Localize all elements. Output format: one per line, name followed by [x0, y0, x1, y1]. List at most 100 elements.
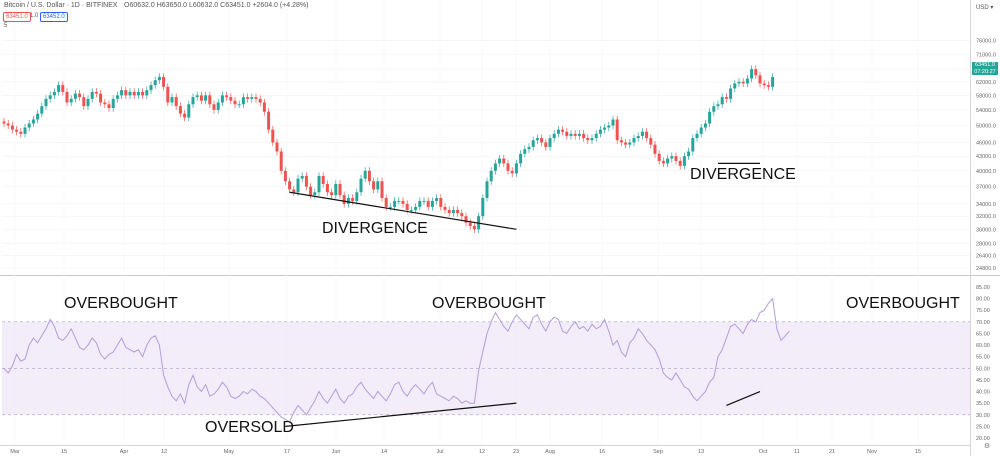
- time-tick-label: 13: [698, 449, 704, 455]
- bid-price[interactable]: 63451.0: [3, 12, 31, 22]
- price-tick-label: 58000.0: [976, 93, 996, 99]
- collapse-toggle[interactable]: 5: [4, 23, 8, 29]
- time-tick-label: 15: [915, 449, 921, 455]
- rsi-tick-label: 85.00: [976, 285, 990, 291]
- candle-body: [498, 158, 502, 164]
- candle-body: [708, 111, 712, 124]
- time-tick-label: May: [224, 449, 235, 455]
- price-tick-label: 46000.0: [976, 140, 996, 146]
- candle-body: [225, 95, 229, 98]
- candle-body: [502, 158, 506, 164]
- candle-body: [65, 91, 69, 103]
- rsi-series-line: [3, 297, 790, 423]
- price-tick-label: 54000.0: [976, 108, 996, 114]
- time-tick-label: 14: [381, 449, 387, 455]
- ask-price[interactable]: 63452.0: [40, 12, 68, 22]
- currency-label: USD: [976, 5, 989, 11]
- candle-body: [712, 106, 716, 112]
- candle-body: [481, 197, 485, 217]
- rsi-tick-label: 65.00: [976, 331, 990, 337]
- price-tick-label: 43000.0: [976, 154, 996, 160]
- candle-body: [611, 119, 615, 126]
- candle-body: [359, 178, 363, 193]
- symbol-title[interactable]: Bitcoin / U.S. Dollar · 1D · BITFINEX: [4, 2, 118, 9]
- candle-body: [384, 197, 388, 207]
- rsi-tick-label: 30.00: [976, 413, 990, 419]
- candle-body: [733, 83, 737, 89]
- candle-body: [321, 176, 325, 184]
- candle-body: [52, 91, 56, 96]
- candle-body: [296, 178, 300, 193]
- divergence-label-right: DIVERGENCE: [690, 166, 796, 183]
- candle-body: [376, 181, 380, 190]
- candle-body: [325, 183, 329, 193]
- candle-body: [86, 98, 90, 107]
- candle-body: [82, 97, 86, 107]
- rsi-tick-label: 75.00: [976, 308, 990, 314]
- candle-body: [271, 129, 275, 143]
- price-tick-label: 26400.0: [976, 253, 996, 259]
- candle-body: [561, 129, 565, 132]
- candle-body: [178, 106, 182, 114]
- candle-body: [435, 197, 439, 201]
- candle-body: [149, 85, 153, 91]
- candle-body: [15, 129, 19, 132]
- candle-body: [330, 192, 334, 196]
- time-tick-label: 16: [599, 449, 605, 455]
- candle-body: [758, 75, 762, 84]
- candle-body: [653, 144, 657, 154]
- candle-body: [619, 140, 623, 143]
- candle-body: [174, 97, 178, 107]
- candle-body: [468, 222, 472, 226]
- candle-body: [762, 83, 766, 86]
- candle-body: [237, 104, 241, 106]
- candle-body: [292, 189, 296, 193]
- rsi-tick-label: 45.00: [976, 378, 990, 384]
- candle-body: [577, 133, 581, 136]
- candle-body: [590, 138, 594, 141]
- candle-body: [195, 95, 199, 98]
- candle-body: [367, 170, 371, 182]
- candle-body: [556, 129, 560, 134]
- time-tick-label: 15: [61, 449, 67, 455]
- candle-body: [99, 93, 103, 103]
- candle-body: [418, 200, 422, 207]
- candle-body: [250, 97, 254, 99]
- candle-body: [745, 78, 749, 84]
- candle-body: [304, 176, 308, 187]
- candle-body: [300, 176, 304, 179]
- candle-body: [472, 225, 476, 230]
- settings-gear-icon[interactable]: ⚙: [983, 443, 991, 450]
- candle-body: [397, 200, 401, 202]
- candle-body: [456, 209, 460, 214]
- candle-body: [153, 80, 157, 86]
- candle-body: [283, 170, 287, 182]
- rsi-tick-label: 40.00: [976, 390, 990, 396]
- candle-body: [334, 183, 338, 196]
- candle-body: [6, 123, 10, 126]
- candle-body: [514, 163, 518, 174]
- candle-body: [204, 95, 208, 101]
- candle-body: [275, 142, 279, 152]
- candle-body: [443, 206, 447, 210]
- rsi-tick-label: 60.00: [976, 343, 990, 349]
- candle-body: [36, 113, 40, 120]
- price-divergence-trendline-left: [289, 191, 517, 230]
- rsi-tick-label: 55.00: [976, 355, 990, 361]
- candle-body: [199, 95, 203, 101]
- candle-body: [90, 91, 94, 99]
- candle-body: [229, 97, 233, 101]
- candle-body: [128, 91, 132, 96]
- time-tick-label: 23: [513, 449, 519, 455]
- overbought-label-mid: OVERBOUGHT: [432, 295, 546, 312]
- candle-body: [346, 197, 350, 204]
- candle-body: [208, 95, 212, 105]
- candle-body: [61, 85, 65, 92]
- candle-body: [519, 153, 523, 164]
- rsi-tick-label: 35.00: [976, 401, 990, 407]
- candle-body: [632, 138, 636, 143]
- candle-body: [409, 209, 413, 211]
- last-price-badge: 63451.0 07:20:27: [972, 62, 998, 75]
- currency-select[interactable]: USD ▾: [976, 4, 993, 11]
